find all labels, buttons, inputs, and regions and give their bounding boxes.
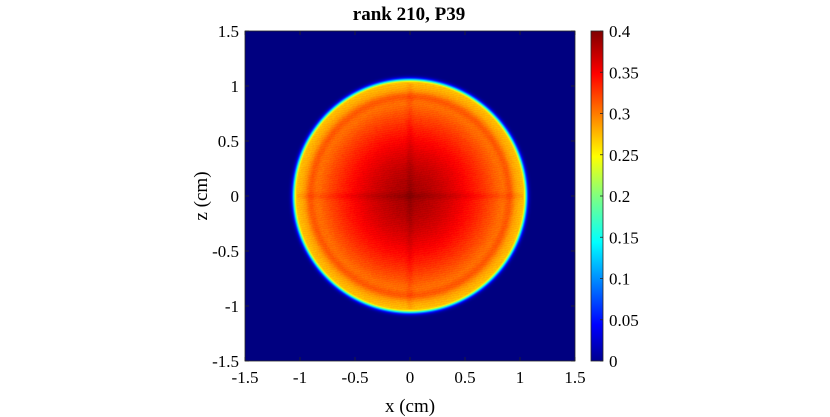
colorbar-ticks: 0 0.05 0.1 0.15 0.2 0.25 0.3 0.35 0.4 (600, 22, 639, 371)
chart-title: rank 210, P39 (353, 4, 465, 25)
x-tick-label: -1 (293, 368, 307, 387)
x-tick-label: 1 (516, 368, 525, 387)
y-tick-label: -0.5 (212, 242, 239, 261)
y-tick-label: 0 (231, 187, 240, 206)
colorbar-tick-label: 0 (609, 352, 618, 371)
y-tick-label: 1.5 (218, 22, 239, 41)
y-tick-label: 0.5 (218, 132, 239, 151)
y-tick-label: 1 (231, 77, 240, 96)
colorbar: 0 0.05 0.1 0.15 0.2 0.25 0.3 0.35 0.4 (590, 22, 639, 371)
y-tick-label: -1.5 (212, 352, 239, 371)
y-tick-label: -1 (225, 297, 239, 316)
colorbar-tick-label: 0.2 (609, 187, 630, 206)
x-axis-label: x (cm) (385, 396, 435, 417)
y-axis-label: z (cm) (191, 171, 212, 220)
y-axis: -1.5 -1 -0.5 0 0.5 1 1.5 (212, 22, 575, 371)
plot-area (244, 30, 576, 362)
colorbar-tick-label: 0.25 (609, 146, 639, 165)
x-tick-label: -0.5 (342, 368, 369, 387)
x-tick-label: 0.5 (454, 368, 475, 387)
heatmap-image (245, 31, 575, 361)
colorbar-tick-label: 0.3 (609, 105, 630, 124)
x-tick-label: -1.5 (232, 368, 259, 387)
colorbar-tick-label: 0.05 (609, 311, 639, 330)
x-tick-label: 1.5 (564, 368, 585, 387)
colorbar-tick-label: 0.4 (609, 22, 631, 41)
x-axis: -1.5 -1 -0.5 0 0.5 1 1.5 (232, 31, 586, 387)
colorbar-tick-label: 0.1 (609, 270, 630, 289)
x-tick-label: 0 (406, 368, 415, 387)
colorbar-tick-label: 0.35 (609, 63, 639, 82)
colorbar-tick-label: 0.15 (609, 228, 639, 247)
